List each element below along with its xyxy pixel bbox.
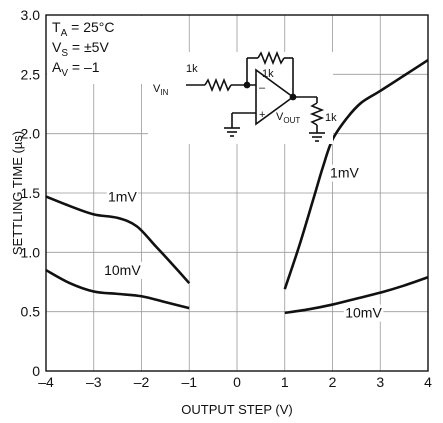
x-tick-label: –3 [86,374,102,390]
y-tick-label: 0.5 [21,304,41,320]
vin-label: VIN [153,83,169,97]
noninverting-input-sign: + [259,109,265,121]
series-1mv-line-negative [45,195,191,285]
y-axis-label: SETTLING TIME (µs) [10,131,25,255]
y-tick-label: 2.0 [21,126,41,142]
x-tick-labels: –4 –3 –2 –1 0 1 2 3 4 [38,374,432,390]
annotation-background [343,304,384,322]
feedback-resistor-icon [257,50,285,66]
x-tick-label: 0 [233,374,241,390]
series-annotations: 1mV 1mV 10mV 10mV [102,164,384,322]
inverting-amplifier-schematic [148,50,333,144]
y-tick-labels: 0 0.5 1.0 1.5 2.0 2.5 3.0 [21,7,41,379]
y-tick-label: 1.5 [21,185,41,201]
plot-frame [45,14,429,372]
condition-ta: TA = 25°C [52,19,114,39]
y-tick-label: 2.5 [21,66,41,82]
vout-label: VOUT [276,111,300,125]
series-1mv-line-positive [283,58,429,290]
series-10mv-line-positive [284,276,429,315]
op-amp-icon [255,68,295,126]
inverting-input-sign: – [259,82,266,94]
annotation-background [328,164,361,182]
y-tick-label: 0 [32,363,40,379]
condition-vs: VS = ±5V [52,39,109,59]
x-tick-label: –4 [38,374,54,390]
load-resistor-icon [309,102,325,126]
feedback-resistor-label: 1k [262,68,274,80]
annotation-background [106,188,138,206]
x-axis-label: OUTPUT STEP (V) [181,402,292,417]
y-tick-label: 1.0 [21,244,41,260]
x-tick-label: 3 [376,374,384,390]
series-annotation-10mv: 10mV [345,305,382,321]
test-conditions: TA = 25°C VS = ±5V AV = –1 [47,16,159,84]
series-lines [45,58,429,315]
x-tick-label: –1 [181,374,197,390]
input-resistor-icon [204,77,232,93]
y-tick-label: 3.0 [21,7,41,23]
series-10mv-line-negative [45,268,190,310]
x-tick-label: –2 [134,374,150,390]
x-tick-label: 4 [424,374,432,390]
input-resistor-label: 1k [186,63,198,75]
series-annotation-10mv: 10mV [104,262,141,278]
x-tick-label: 2 [329,374,337,390]
x-tick-label: 1 [281,374,289,390]
series-annotation-1mv: 1mV [330,165,359,181]
annotation-background [102,261,143,279]
load-resistor-label: 1k [325,112,337,124]
series-annotation-1mv: 1mV [108,188,137,204]
condition-av: AV = –1 [52,59,100,79]
